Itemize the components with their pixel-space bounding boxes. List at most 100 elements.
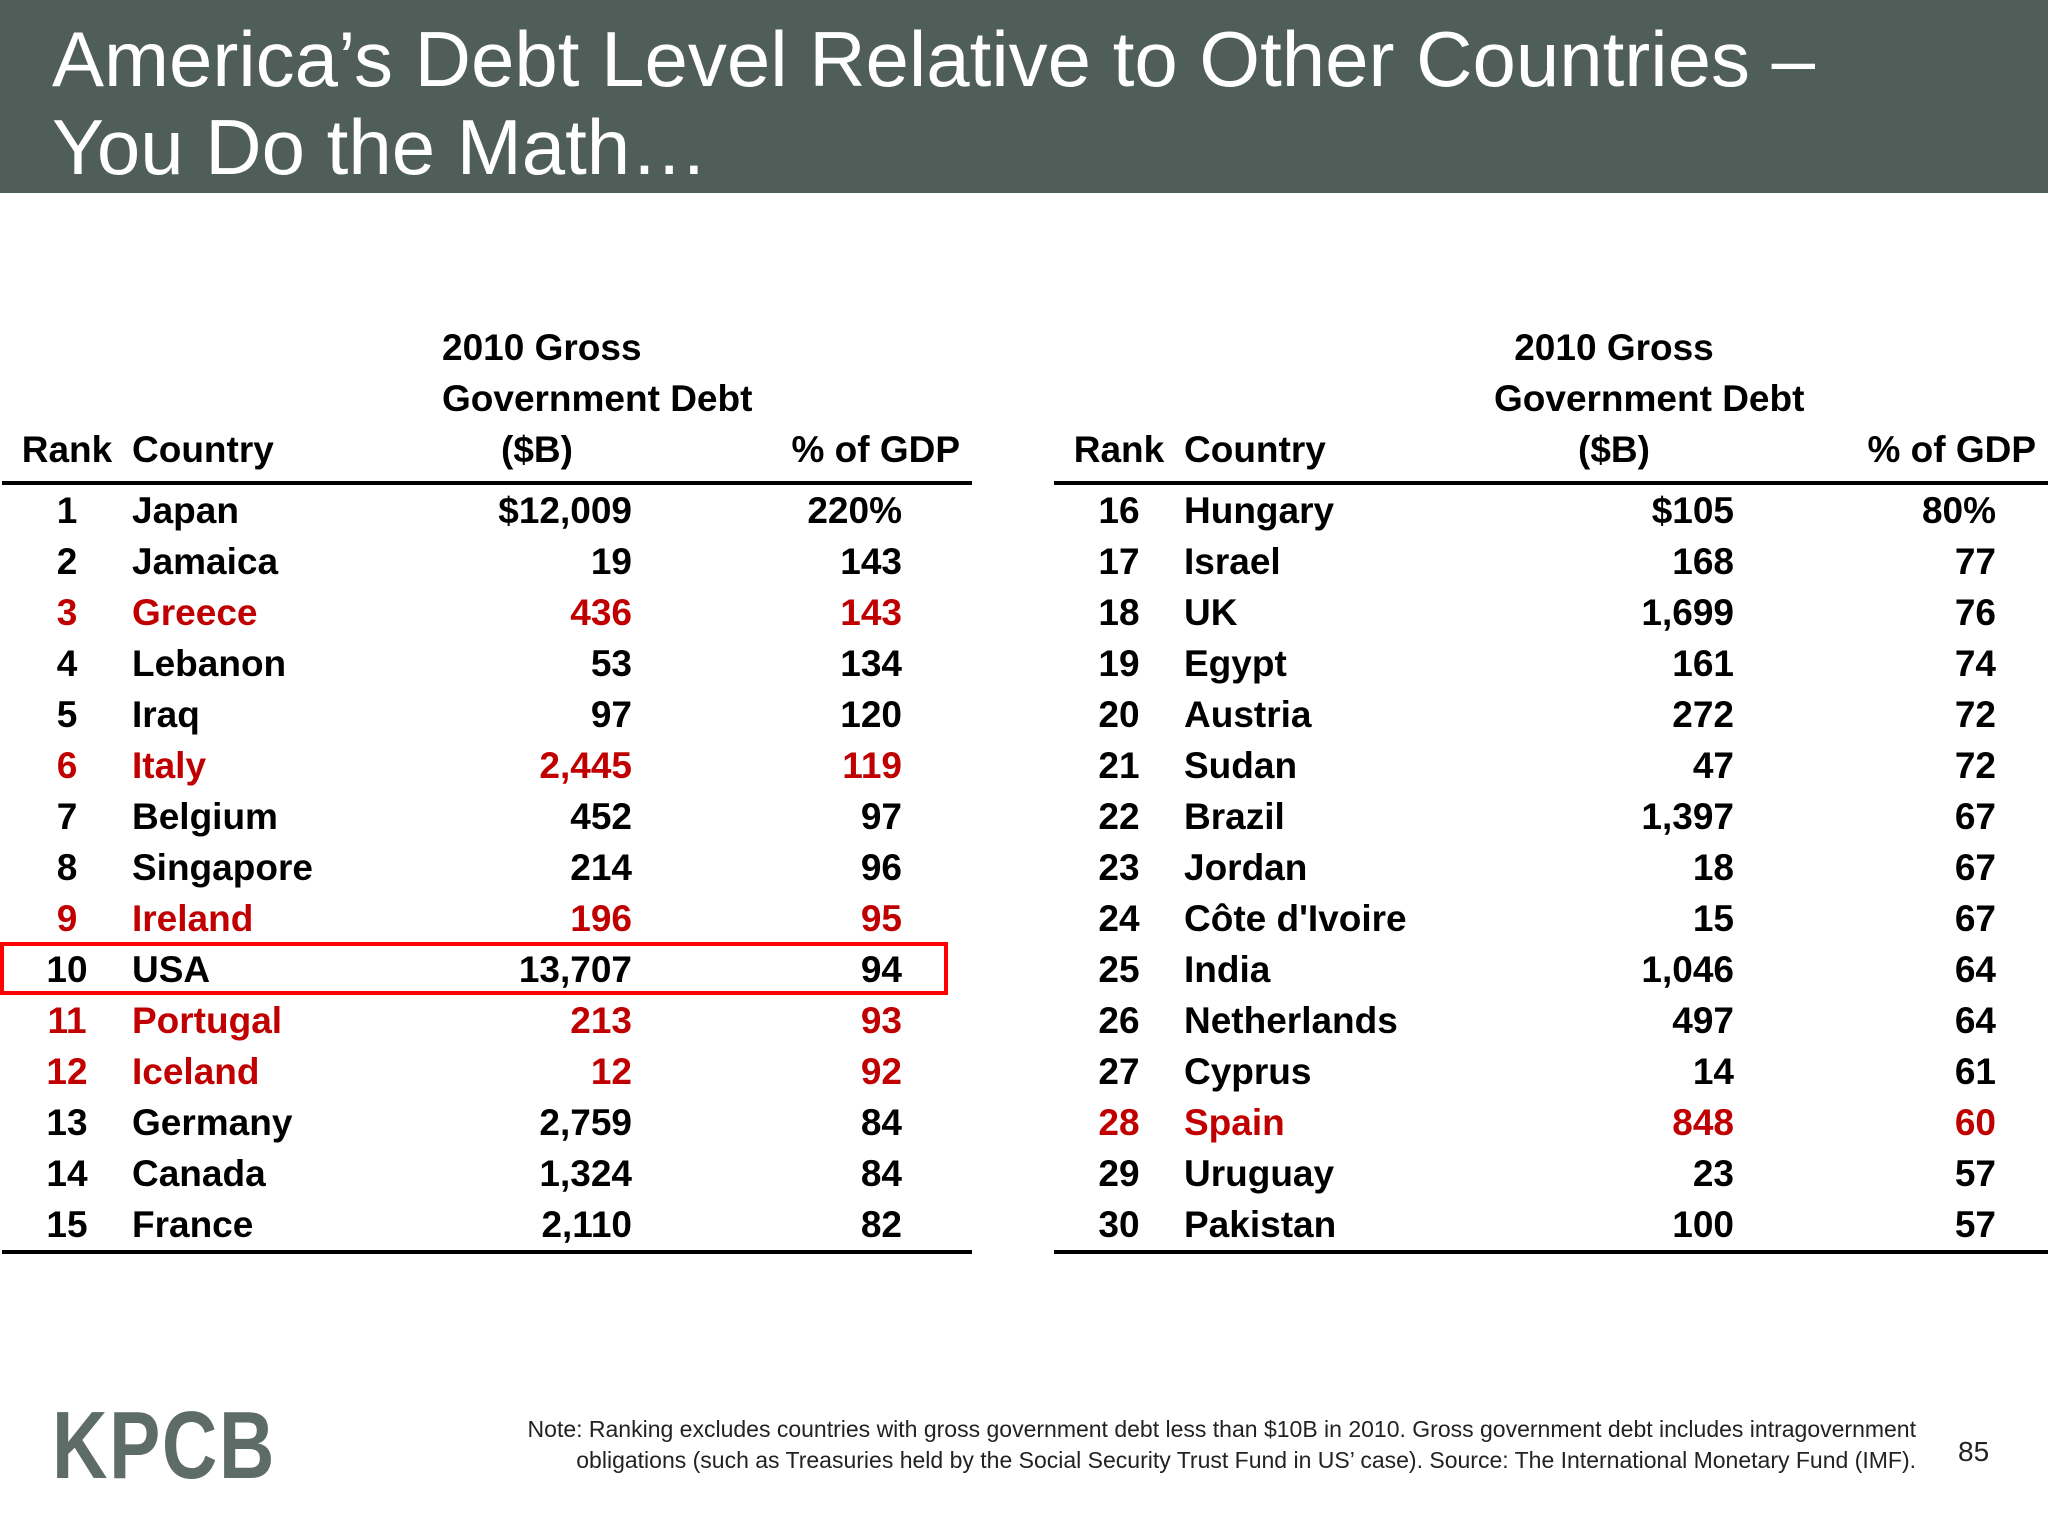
table-row: 20 Austria 272 72 [1054, 689, 2048, 740]
debt-cell: 15 [1692, 898, 1734, 939]
table-row: 26 Netherlands 497 64 [1054, 995, 2048, 1046]
rank-cell: 20 [1098, 694, 1140, 735]
debt-cell: 1,324 [539, 1153, 632, 1194]
pct-gdp-cell: 80% [1921, 490, 1996, 531]
row-spacer [2044, 536, 2048, 587]
row-spacer [2044, 689, 2048, 740]
country-cell: Italy [132, 745, 207, 786]
debt-cell: 19 [590, 541, 632, 582]
pct-gdp-cell: 82 [632, 1199, 902, 1254]
page-number: 85 [1958, 1436, 1990, 1467]
debt-cell: 1,699 [1641, 592, 1734, 633]
debt-cell: 497 [1672, 1000, 1734, 1041]
header-debt-line-3: ($B) [1578, 429, 1650, 470]
pct-gdp-cell: 64 [1954, 949, 1996, 990]
table-row: 28 Spain 848 60 [1054, 1097, 2048, 1148]
row-spacer [2044, 791, 2048, 842]
table-row: 7 Belgium 452 97 [2, 791, 972, 842]
pct-gdp-cell: 60 [1954, 1102, 1996, 1143]
table-row: 4 Lebanon 53 134 [2, 638, 972, 689]
rank-cell: 11 [47, 1000, 87, 1041]
page-title-line-1: America’s Debt Level Relative to Other C… [52, 15, 1816, 103]
debt-cell: 18 [1692, 847, 1734, 888]
rank-cell: 2 [56, 541, 78, 582]
kpcb-logo: KPCB [52, 1392, 277, 1499]
debt-table-left: Rank Country 2010 Gross Government Debt … [2, 322, 972, 1254]
pct-gdp-cell: 134 [840, 643, 902, 684]
debt-cell: 53 [590, 643, 632, 684]
country-cell: Cyprus [1184, 1051, 1312, 1092]
pct-gdp-cell: 57 [1734, 1199, 2044, 1254]
pct-gdp-cell: 120 [840, 694, 902, 735]
pct-gdp-cell: 74 [1954, 643, 1996, 684]
country-cell: Japan [132, 490, 239, 531]
pct-gdp-cell: 64 [1954, 1000, 1996, 1041]
table-row: 19 Egypt 161 74 [1054, 638, 2048, 689]
rank-cell: 25 [1098, 949, 1140, 990]
rank-cell: 18 [1098, 592, 1140, 633]
rank-cell: 30 [1054, 1199, 1184, 1254]
debt-cell: 47 [1692, 745, 1734, 786]
rank-cell: 5 [56, 694, 78, 735]
country-cell: UK [1184, 592, 1238, 633]
country-cell: Spain [1184, 1102, 1285, 1143]
row-spacer [2044, 1046, 2048, 1097]
debt-cell: 452 [570, 796, 632, 837]
header-country: Country [1184, 322, 1434, 485]
country-cell: Greece [132, 592, 258, 633]
rank-cell: 1 [56, 490, 78, 531]
row-spacer [2044, 1148, 2048, 1199]
row-spacer [902, 1046, 972, 1097]
country-cell: Belgium [132, 796, 278, 837]
rank-cell: 12 [46, 1051, 88, 1092]
country-cell: Iceland [132, 1051, 260, 1092]
debt-cell: $12,009 [498, 490, 632, 531]
rank-cell: 16 [1098, 490, 1140, 531]
rank-cell: 13 [46, 1102, 88, 1143]
row-spacer [902, 638, 972, 689]
rank-cell: 19 [1098, 643, 1140, 684]
country-cell: Israel [1184, 541, 1281, 582]
row-spacer [2044, 842, 2048, 893]
country-cell: Ireland [132, 898, 254, 939]
debt-cell: 161 [1672, 643, 1734, 684]
table-row: 16 Hungary $105 80% [1054, 483, 2048, 536]
header-debt-line-1: 2010 Gross [442, 327, 642, 368]
debt-cell: 13,707 [518, 949, 632, 990]
header-pct-gdp: % of GDP [632, 322, 972, 485]
header-rank: Rank [2, 322, 132, 485]
pct-gdp-cell: 84 [860, 1102, 902, 1143]
country-cell: Singapore [132, 847, 313, 888]
row-spacer [2044, 1199, 2048, 1254]
pct-gdp-cell: 67 [1954, 847, 1996, 888]
pct-gdp-cell: 97 [860, 796, 902, 837]
row-spacer [902, 791, 972, 842]
rank-cell: 8 [56, 847, 78, 888]
pct-gdp-cell: 119 [842, 745, 902, 786]
country-cell: Egypt [1184, 643, 1287, 684]
debt-cell: 23 [1692, 1153, 1734, 1194]
debt-cell: 2,110 [382, 1199, 632, 1254]
debt-cell: 848 [1672, 1102, 1734, 1143]
pct-gdp-cell: 93 [860, 1000, 902, 1041]
row-spacer [2044, 893, 2048, 944]
country-cell: Pakistan [1184, 1199, 1434, 1254]
debt-cell: 272 [1672, 694, 1734, 735]
debt-cell: $105 [1651, 490, 1734, 531]
row-spacer [2044, 587, 2048, 638]
page-title-line-2: You Do the Math… [52, 103, 709, 191]
country-cell: Sudan [1184, 745, 1298, 786]
debt-cell: 97 [590, 694, 632, 735]
country-cell: USA [132, 949, 211, 990]
table-row: 12 Iceland 12 92 [2, 1046, 972, 1097]
country-cell: Côte d'Ivoire [1184, 898, 1407, 939]
row-spacer [902, 995, 972, 1046]
country-cell: France [132, 1199, 382, 1254]
country-cell: India [1184, 949, 1271, 990]
header-debt-line-3: ($B) [501, 429, 573, 470]
debt-cell: 2,445 [539, 745, 632, 786]
country-cell: Hungary [1184, 490, 1335, 531]
header-debt-line-2: Government Debt [442, 378, 753, 419]
debt-cell: 12 [590, 1051, 632, 1092]
table-row: 25 India 1,046 64 [1054, 944, 2048, 995]
